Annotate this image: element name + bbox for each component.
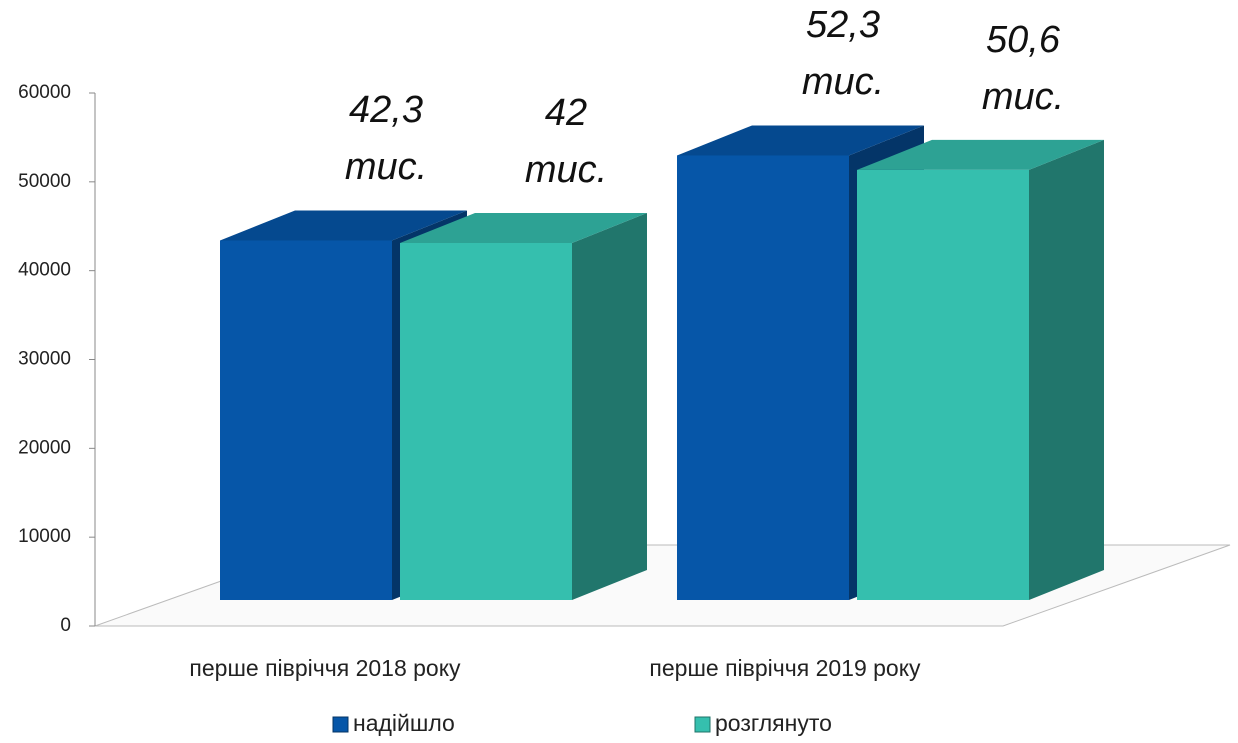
value-label: 52,3 тис.: [801, 4, 885, 104]
bar-top: [857, 139, 1104, 170]
bar-3d: [857, 139, 1104, 600]
x-tick-label: перше півріччя 2019 року: [649, 655, 921, 681]
y-tick-label: 0: [60, 615, 71, 636]
legend-swatch: [332, 716, 349, 733]
bar: [400, 243, 572, 600]
y-tick-label: 30000: [18, 349, 71, 370]
bar-top: [677, 125, 924, 156]
value-label: 42 тис.: [524, 92, 608, 191]
bar: [677, 155, 849, 600]
bar-top: [220, 210, 467, 241]
bar-side: [1029, 139, 1104, 600]
legend-swatch: [694, 716, 711, 733]
y-tick-label: 60000: [18, 82, 71, 103]
x-tick-label: перше півріччя 2018 року: [189, 655, 461, 681]
y-tick-label: 20000: [18, 437, 71, 458]
legend-label: надійшло: [353, 710, 455, 736]
y-tick-label: 50000: [18, 171, 71, 192]
bar: [220, 240, 392, 600]
bar-3d: [400, 213, 647, 600]
bar: [857, 169, 1029, 600]
bar-side: [572, 213, 647, 600]
bar-top: [400, 213, 647, 243]
value-label: 50,6 тис.: [981, 18, 1065, 118]
y-tick-label: 10000: [18, 526, 71, 547]
value-label: 42,3 тис.: [344, 89, 428, 189]
legend-label: розглянуто: [715, 710, 832, 736]
y-tick-label: 40000: [18, 260, 71, 281]
